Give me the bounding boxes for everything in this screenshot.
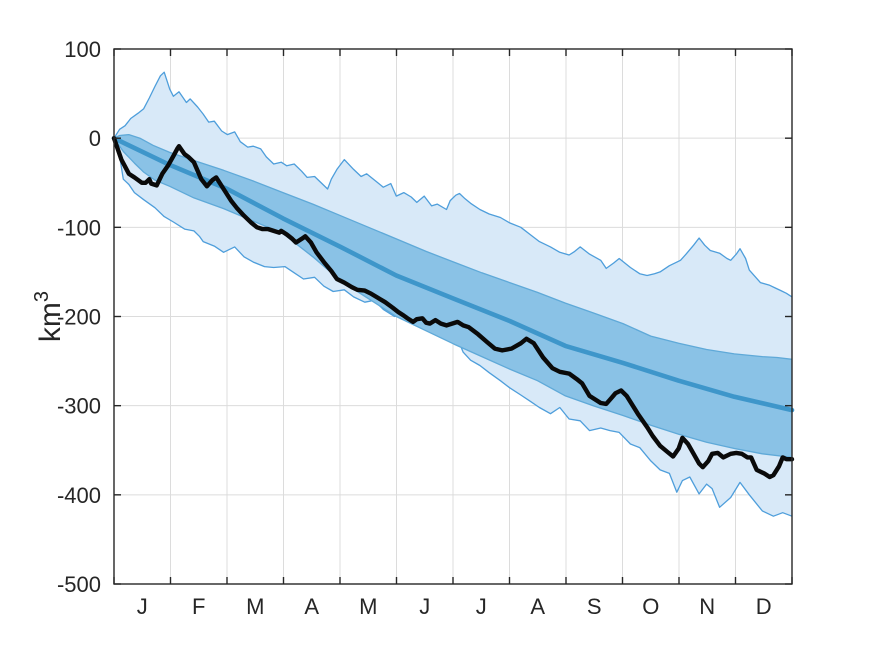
x-tick-label-month: J (137, 594, 148, 619)
y-tick-label: -400 (57, 483, 101, 508)
x-tick-label-month: S (587, 594, 602, 619)
minmax-band-upper-edge (113, 71, 793, 298)
x-tick-label-month: D (756, 594, 772, 619)
y-tick-label: -300 (57, 394, 101, 419)
x-tick-label-month: F (192, 594, 205, 619)
y-tick-label: 0 (89, 126, 101, 151)
y-tick-label: -200 (57, 305, 101, 330)
x-tick-label-month: O (642, 594, 659, 619)
x-tick-label-month: N (699, 594, 715, 619)
x-tick-label-month: M (246, 594, 264, 619)
x-tick-label-month: M (359, 594, 377, 619)
x-tick-label-month: A (530, 594, 545, 619)
y-tick-label: 100 (64, 37, 101, 62)
ensemble-median-line (111, 135, 795, 413)
observed-line (111, 135, 795, 480)
y-tick-label: -100 (57, 215, 101, 240)
x-tick-label-month: J (476, 594, 487, 619)
x-tick-label-month: A (304, 594, 319, 619)
iqr-band-lower-edge (113, 137, 793, 459)
y-axis-label: km3 (31, 291, 67, 342)
x-tick-label-month: J (419, 594, 430, 619)
y-tick-label: -500 (57, 572, 101, 597)
iqr-band-upper-edge (113, 133, 793, 360)
